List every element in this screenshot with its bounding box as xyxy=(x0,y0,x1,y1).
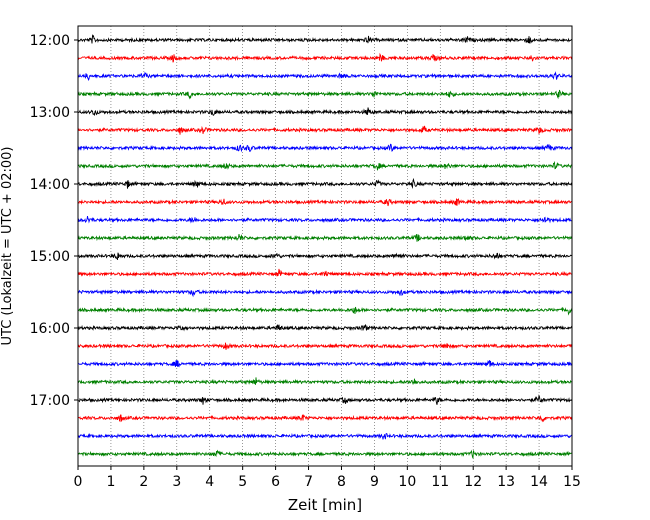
x-tick-label: 6 xyxy=(271,474,280,490)
x-tick-label: 7 xyxy=(304,474,313,490)
trace-group xyxy=(77,33,573,460)
seismic-trace xyxy=(77,323,573,332)
x-tick-label: 3 xyxy=(172,474,181,490)
seismic-trace xyxy=(77,197,573,207)
seismic-trace xyxy=(77,252,573,260)
seismic-trace xyxy=(77,432,573,440)
seismic-trace xyxy=(77,71,573,82)
seismic-trace xyxy=(77,234,573,242)
y-axis-ticks: 12:00 13:00 14:00 15:00 16:00 17:00 xyxy=(30,33,78,409)
seismic-trace xyxy=(77,288,573,298)
y-tick-label: 12:00 xyxy=(30,33,70,49)
x-tick-label: 14 xyxy=(530,474,548,490)
grid xyxy=(110,26,540,466)
seismic-trace xyxy=(77,107,573,116)
x-tick-label: 4 xyxy=(205,474,214,490)
y-tick-label: 13:00 xyxy=(30,105,70,121)
seismic-trace xyxy=(77,143,573,153)
seismic-trace xyxy=(77,216,573,224)
y-axis-label: UTC (Lokalzeit = UTC + 02:00) xyxy=(0,147,15,346)
x-tick-label: 8 xyxy=(337,474,346,490)
seismic-trace xyxy=(77,52,573,63)
seismic-trace xyxy=(77,89,573,100)
x-tick-label: 10 xyxy=(398,474,416,490)
y-tick-label: 17:00 xyxy=(30,393,70,409)
seismic-trace xyxy=(77,306,573,316)
x-tick-label: 11 xyxy=(431,474,449,490)
seismic-trace xyxy=(77,268,573,278)
seismic-trace xyxy=(77,177,573,189)
x-tick-label: 0 xyxy=(74,474,83,490)
x-tick-label: 9 xyxy=(370,474,379,490)
seismic-trace xyxy=(77,377,573,386)
seismic-trace xyxy=(77,160,573,171)
x-tick-label: 5 xyxy=(238,474,247,490)
y-tick-label: 14:00 xyxy=(30,177,70,193)
x-tick-label: 13 xyxy=(497,474,515,490)
x-axis-ticks: 0 1 2 3 4 5 6 7 8 9 10 11 12 13 14 15 xyxy=(74,466,581,490)
seismic-trace xyxy=(77,125,573,135)
x-tick-label: 2 xyxy=(139,474,148,490)
y-tick-label: 15:00 xyxy=(30,249,70,265)
y-tick-label: 16:00 xyxy=(30,321,70,337)
x-tick-label: 1 xyxy=(106,474,115,490)
x-tick-label: 12 xyxy=(464,474,482,490)
seismic-trace xyxy=(77,342,573,350)
x-axis-label: Zeit [min] xyxy=(288,496,362,514)
seismic-trace xyxy=(77,359,573,368)
seismic-trace xyxy=(77,33,573,44)
x-tick-label: 15 xyxy=(563,474,581,490)
seismic-trace xyxy=(77,449,573,460)
seismic-trace xyxy=(77,413,573,423)
seismic-trace xyxy=(77,394,573,405)
plot-frame xyxy=(77,25,573,467)
